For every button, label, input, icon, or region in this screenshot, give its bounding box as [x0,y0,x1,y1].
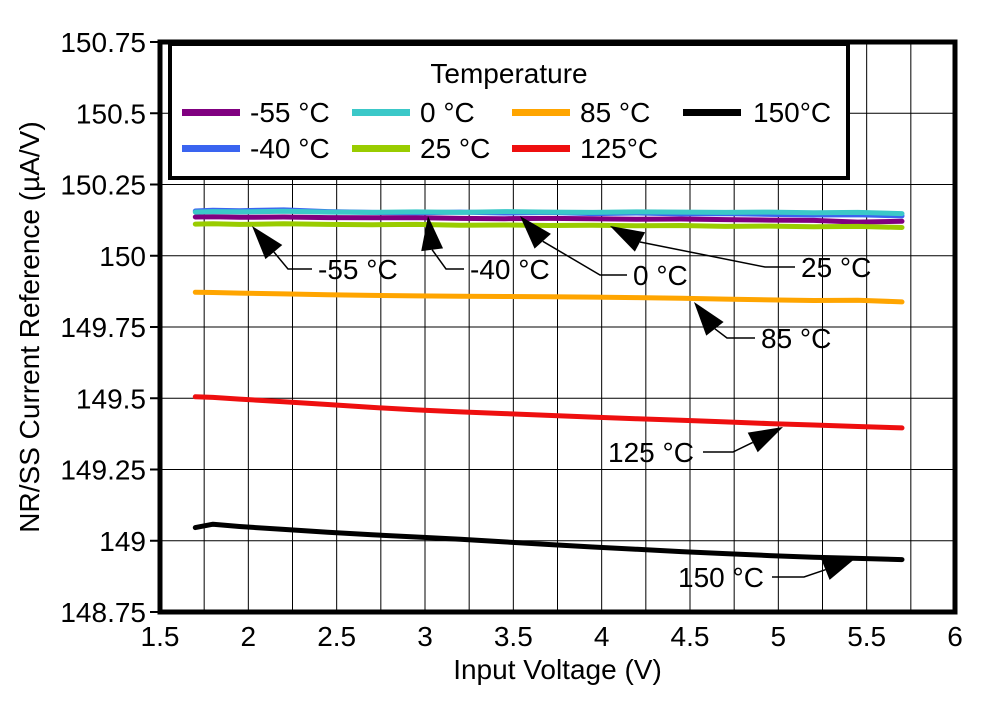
annotation-leader-line [772,568,826,578]
legend-label-0C: 0 °C [420,97,475,128]
x-tick-label: 5 [771,621,787,652]
x-tick-label: 5.5 [847,621,886,652]
annotation-label: -55 °C [318,254,398,285]
annotation-leader-line [639,241,795,268]
series-line-150C [192,521,905,563]
series-line--55C [192,214,905,225]
y-tick-label: 149.25 [60,455,146,486]
x-tick-label: 4.5 [671,621,710,652]
x-tick-label: 2 [241,621,257,652]
x-tick-label: 1.5 [141,621,180,652]
legend-label-125C: 125°C [580,133,659,164]
annotation-arrowhead [821,557,857,580]
annotation-0C: 0 °C [520,216,688,291]
y-tick-label: 150 [99,241,146,272]
annotation-arrowhead [421,216,444,252]
annotation-150C: 150 °C [678,557,857,593]
annotation-leader-line [273,251,312,270]
series-line-125C [192,394,905,431]
series-line-25C [192,221,905,230]
annotation--40C: -40 °C [421,216,550,285]
y-tick-label: 150.75 [60,27,146,58]
legend-label-150C: 150°C [753,97,832,128]
annotation-label: 85 °C [761,323,831,354]
legend-swatch-0C [352,109,410,116]
legend-swatch-125C [512,145,570,152]
y-tick-label: 149.75 [60,312,146,343]
legend-label-85C: 85 °C [580,97,651,128]
legend-title: Temperature [430,58,588,89]
series-line-85C [192,289,905,305]
annotation-leader-line [714,328,755,339]
annotation-arrowhead [747,427,783,453]
legend-label-25C: 25 °C [420,133,491,164]
annotation-arrowhead [252,226,283,260]
legend-swatch--40C [182,145,240,152]
y-tick-label: 150.25 [60,170,146,201]
legend-swatch-150C [683,109,741,116]
annotation-25C: 25 °C [610,226,871,283]
annotation-85C: 85 °C [694,302,831,354]
y-tick-label: 149 [99,526,146,557]
y-tick-label: 150.5 [76,98,146,129]
series-line-0C [192,208,905,217]
annotation-leader-line [703,441,754,453]
annotation-label: 150 °C [678,562,764,593]
x-tick-label: 4 [594,621,610,652]
annotation-125C: 125 °C [608,427,783,468]
y-tick-label: 149.5 [76,383,146,414]
x-axis-title: Input Voltage (V) [453,654,662,685]
annotation-label: 25 °C [801,252,871,283]
x-tick-label: 2.5 [317,621,356,652]
x-tick-label: 3 [417,621,433,652]
x-tick-label: 3.5 [494,621,533,652]
annotation-leader-line [431,249,464,270]
y-tick-label: 148.75 [60,597,146,628]
annotation-label: 125 °C [608,437,694,468]
y-axis-title: NR/SS Current Reference (µA/V) [14,121,45,533]
legend-box: Temperature -55 °C 0 °C 85 °C 150°C -40 °C 25… [168,42,850,180]
annotation-arrowhead [610,226,646,252]
legend-swatch--55C [182,109,240,116]
x-tick-label: 6 [947,621,963,652]
annotation-label: -40 °C [470,254,550,285]
legend-swatch-25C [352,145,410,152]
legend-label--40C: -40 °C [250,133,330,164]
tick-labels: 1.5 2 2.5 3 3.5 4 4.5 5 5.5 6 148.75 149 149.25 149.5… [60,27,962,652]
annotation-arrowhead [520,216,551,249]
legend-swatch-85C [512,109,570,116]
annotation-label: 0 °C [633,260,688,291]
annotation-leader-line [542,240,627,276]
annotation--55C: -55 °C [252,226,398,285]
legend-label--55C: -55 °C [250,97,330,128]
annotation-arrowhead [694,302,724,336]
